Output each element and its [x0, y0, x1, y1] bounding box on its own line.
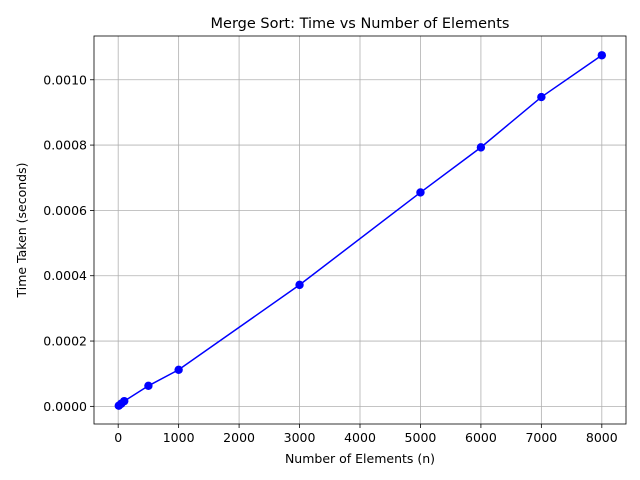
x-tick-label: 3000 — [284, 430, 316, 445]
chart-title: Merge Sort: Time vs Number of Elements — [211, 16, 510, 32]
series-layer — [114, 51, 607, 410]
y-tick-label: 0.0002 — [43, 334, 87, 349]
y-tick-label: 0.0000 — [43, 399, 87, 414]
data-point — [295, 280, 304, 290]
data-point — [476, 143, 486, 152]
data-point — [416, 188, 425, 197]
x-tick-label: 1000 — [163, 430, 195, 445]
y-tick-label: 0.0006 — [43, 203, 87, 218]
y-tick-label: 0.0008 — [43, 138, 87, 153]
y-tick-label: 0.0004 — [43, 268, 87, 283]
x-tick-label: 2000 — [223, 430, 255, 445]
x-tick-label: 5000 — [405, 430, 437, 445]
y-tick-label: 0.0010 — [43, 72, 87, 87]
data-point — [174, 365, 183, 374]
x-tick-label: 0 — [114, 430, 122, 445]
y-axis-label: Time Taken (seconds) — [14, 162, 29, 298]
x-axis-label: Number of Elements (n) — [285, 451, 435, 466]
x-tick-label: 8000 — [586, 430, 618, 445]
data-point — [120, 396, 129, 406]
x-tick-label: 7000 — [525, 430, 557, 445]
data-point — [597, 51, 607, 60]
data-point — [537, 92, 546, 102]
grid-lines — [94, 36, 626, 424]
axis-ticks: 0 1000 2000 3000 4000 5000 6000 7000 8000 0.0000 0… — [43, 72, 618, 445]
data-point — [144, 381, 153, 390]
x-tick-label: 4000 — [344, 430, 376, 445]
x-tick-label: 6000 — [465, 430, 497, 445]
